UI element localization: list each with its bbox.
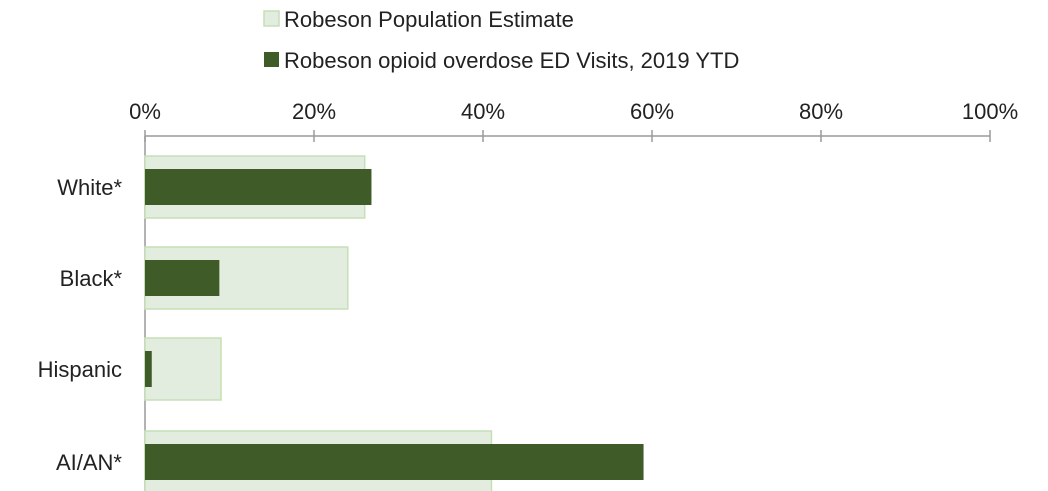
bar-ed-visits xyxy=(145,260,220,296)
legend-item-ed-visits: Robeson opioid overdose ED Visits, 2019 … xyxy=(264,48,739,73)
bar-plot-area xyxy=(144,155,644,491)
x-tick-label: 60% xyxy=(630,99,674,124)
legend-item-population: Robeson Population Estimate xyxy=(263,7,574,32)
bar-group xyxy=(144,155,372,219)
legend-label: Robeson opioid overdose ED Visits, 2019 … xyxy=(284,48,739,73)
bar-ed-visits xyxy=(145,351,152,387)
bar-group xyxy=(144,430,644,491)
x-tick-label: 80% xyxy=(799,99,843,124)
bar-group xyxy=(144,246,349,310)
bar-population-estimate xyxy=(144,337,222,401)
legend-swatch-ed-visits xyxy=(264,52,279,67)
y-axis-category-labels: White* Black* Hispanic AI/AN* xyxy=(38,175,123,475)
x-tick-label: 40% xyxy=(461,99,505,124)
chart-legend: Robeson Population Estimate Robeson opioi… xyxy=(263,7,739,73)
x-tick-label: 100% xyxy=(962,99,1018,124)
x-tick-label: 0% xyxy=(129,99,161,124)
legend-swatch-population xyxy=(263,10,280,27)
category-label: AI/AN* xyxy=(56,450,122,475)
bar-group xyxy=(144,337,222,401)
legend-label: Robeson Population Estimate xyxy=(284,7,574,32)
bar-ed-visits xyxy=(145,169,372,205)
bar-ed-visits xyxy=(145,444,644,480)
category-label: Hispanic xyxy=(38,357,122,382)
category-label: Black* xyxy=(60,266,123,291)
x-axis: 0% 20% 40% 60% 80% 100% xyxy=(129,99,1018,491)
category-label: White* xyxy=(57,175,122,200)
x-tick-label: 20% xyxy=(292,99,336,124)
